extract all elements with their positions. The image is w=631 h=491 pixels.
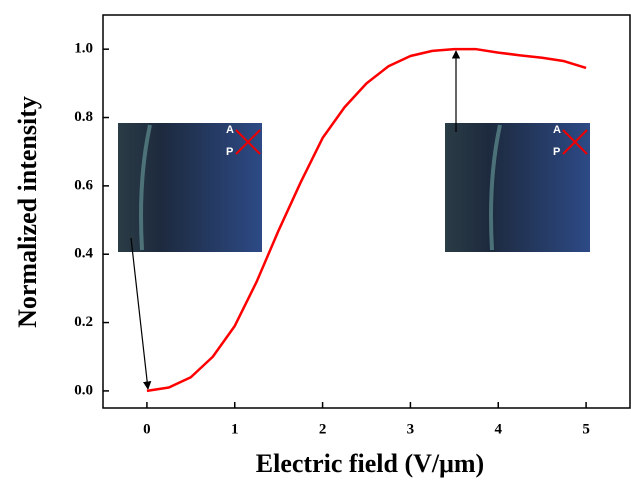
- inset-label: A: [553, 124, 561, 136]
- inset-right: [445, 123, 590, 252]
- y-tick-label: 1.0: [74, 41, 93, 57]
- x-tick-label: 4: [495, 421, 503, 437]
- y-tick-label: 0.8: [74, 109, 93, 125]
- y-tick-label: 0.6: [74, 177, 93, 193]
- y-tick-label: 0.2: [74, 314, 93, 330]
- arrow: [130, 237, 152, 390]
- y-tick-label: 0.0: [74, 382, 93, 398]
- x-tick-label: 1: [231, 421, 239, 437]
- line: [146, 47, 587, 393]
- inset-label: P: [553, 146, 560, 158]
- inset-label: A: [226, 124, 234, 136]
- y-tick-label: 0.4: [74, 246, 93, 262]
- x-tick-label: 3: [407, 421, 415, 437]
- plot-frame: [102, 14, 631, 409]
- x-tick-label: 0: [143, 421, 151, 437]
- inset-left: [118, 123, 262, 252]
- inset-label: P: [226, 146, 233, 158]
- y-axis-label: Normalized intensity: [13, 96, 42, 328]
- x-axis-label: Electric field (V/μm): [256, 449, 484, 478]
- x-tick-label: 5: [582, 421, 590, 437]
- x-tick-label: 2: [319, 421, 327, 437]
